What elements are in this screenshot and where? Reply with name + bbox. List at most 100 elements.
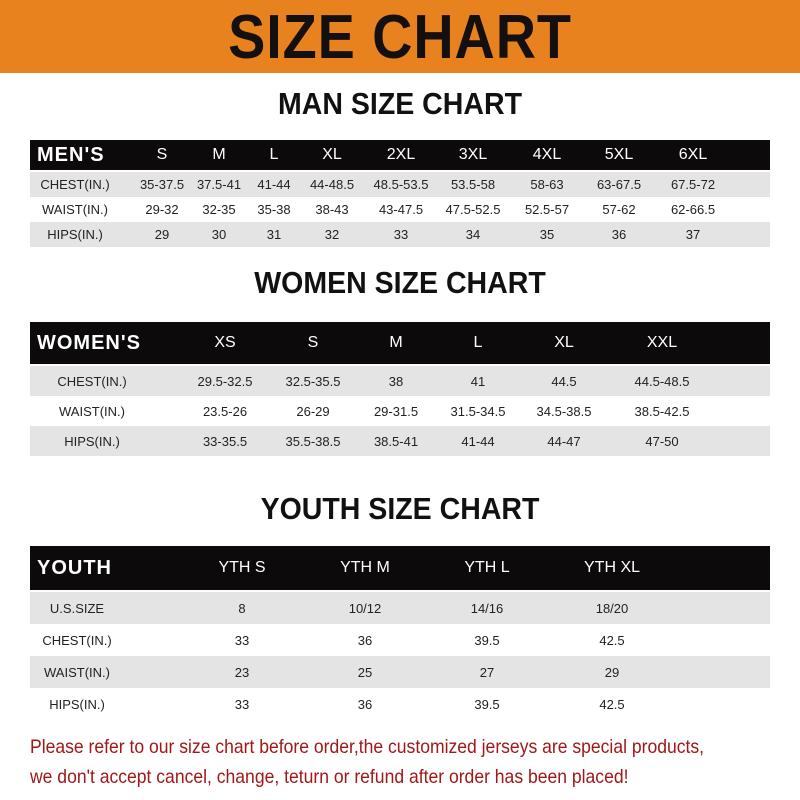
- table-row: CHEST(IN.) 29.5-32.5 32.5-35.5 38 41 44.5 44.5…: [30, 366, 770, 396]
- size-value: 35-37.5: [139, 177, 185, 192]
- size-value: 41: [470, 373, 486, 389]
- size-value: 67.5-72: [670, 177, 716, 192]
- size-value: 27: [479, 664, 495, 680]
- table-title-cell: MEN'S: [37, 143, 105, 166]
- table-row: HIPS(IN.) 33 36 39.5 42.5: [30, 688, 770, 720]
- row-label: U.S.SIZE: [49, 600, 105, 616]
- size-value: 34.5-38.5: [536, 403, 592, 419]
- size-value: 42.5: [599, 632, 625, 648]
- size-header: 2XL: [386, 146, 416, 163]
- size-value: 32.5-35.5: [285, 373, 341, 389]
- size-header: 6XL: [678, 146, 708, 163]
- size-header: 4XL: [532, 146, 562, 163]
- size-value: 31: [266, 227, 282, 242]
- size-value: 26-29: [296, 403, 330, 419]
- size-header: XL: [554, 334, 574, 351]
- size-value: 38-43: [315, 202, 349, 217]
- size-value: 44-47: [547, 433, 581, 449]
- size-value: 62-66.5: [670, 202, 716, 217]
- men-section-title: MAN SIZE CHART: [277, 86, 523, 121]
- size-header: S: [156, 146, 168, 163]
- size-value: 18/20: [595, 600, 629, 616]
- size-value: 36: [611, 227, 627, 242]
- table-row: WAIST(IN.) 29-32 32-35 35-38 38-43 43-47.5 47.…: [30, 197, 770, 222]
- size-header: M: [389, 334, 403, 351]
- size-value: 63-67.5: [596, 177, 642, 192]
- size-value: 37: [685, 227, 701, 242]
- size-value: 30: [211, 227, 227, 242]
- size-value: 36: [357, 696, 373, 712]
- women-header-row: WOMEN'S XS S M L XL XXL: [30, 322, 770, 364]
- size-value: 44.5-48.5: [634, 373, 690, 389]
- size-value: 42.5: [599, 696, 625, 712]
- size-value: 31.5-34.5: [450, 403, 506, 419]
- size-value: 41-44: [461, 433, 495, 449]
- size-value: 37.5-41: [196, 177, 242, 192]
- size-value: 32: [324, 227, 340, 242]
- size-value: 33-35.5: [202, 433, 248, 449]
- size-value: 29: [154, 227, 170, 242]
- row-label: HIPS(IN.): [47, 227, 103, 242]
- men-header-row: MEN'S S M L XL 2XL 3XL 4XL 5XL 6XL: [30, 140, 770, 170]
- size-header: L: [473, 334, 483, 351]
- size-value: 38: [388, 373, 404, 389]
- size-value: 25: [357, 664, 373, 680]
- row-label: CHEST(IN.): [57, 373, 127, 389]
- size-value: 52.5-57: [524, 202, 570, 217]
- size-header: 5XL: [604, 146, 634, 163]
- size-value: 47-50: [645, 433, 679, 449]
- size-header: 3XL: [458, 146, 488, 163]
- size-value: 23: [234, 664, 250, 680]
- size-value: 39.5: [474, 632, 500, 648]
- size-value: 34: [465, 227, 481, 242]
- size-value: 35-38: [257, 202, 291, 217]
- order-notice-line-2: we don't accept cancel, change, teturn o…: [30, 766, 629, 788]
- banner: SIZE CHART: [0, 0, 800, 73]
- size-value: 29-32: [145, 202, 179, 217]
- size-value: 44.5: [551, 373, 577, 389]
- size-value: 39.5: [474, 696, 500, 712]
- women-section-title: WOMEN SIZE CHART: [254, 265, 546, 300]
- size-header: YTH S: [218, 559, 266, 576]
- size-value: 8: [238, 600, 246, 616]
- banner-title: SIZE CHART: [228, 3, 572, 72]
- table-row: HIPS(IN.) 33-35.5 35.5-38.5 38.5-41 41-44 44-…: [30, 426, 770, 456]
- size-header: L: [269, 146, 279, 163]
- size-value: 33: [234, 632, 250, 648]
- size-header: XXL: [646, 334, 678, 351]
- table-row: WAIST(IN.) 23 25 27 29: [30, 656, 770, 688]
- size-value: 32-35: [202, 202, 236, 217]
- size-value: 35.5-38.5: [285, 433, 341, 449]
- table-title-cell: WOMEN'S: [37, 331, 141, 354]
- row-label: CHEST(IN.): [40, 177, 110, 192]
- size-header: YTH L: [464, 559, 510, 576]
- size-value: 43-47.5: [378, 202, 424, 217]
- row-label: HIPS(IN.): [64, 433, 120, 449]
- size-header: YTH M: [340, 559, 390, 576]
- size-value: 29.5-32.5: [197, 373, 253, 389]
- size-value: 38.5-41: [373, 433, 419, 449]
- size-header: XL: [322, 146, 342, 163]
- table-row: WAIST(IN.) 23.5-26 26-29 29-31.5 31.5-34.5 34…: [30, 396, 770, 426]
- table-row: HIPS(IN.) 29 30 31 32 33 34 35 36 37: [30, 222, 770, 247]
- size-value: 38.5-42.5: [634, 403, 690, 419]
- row-label: WAIST(IN.): [59, 403, 125, 419]
- size-value: 41-44: [257, 177, 291, 192]
- size-value: 33: [393, 227, 409, 242]
- size-value: 14/16: [470, 600, 504, 616]
- size-value: 36: [357, 632, 373, 648]
- size-value: 47.5-52.5: [445, 202, 501, 217]
- size-value: 53.5-58: [450, 177, 496, 192]
- size-value: 58-63: [530, 177, 564, 192]
- row-label: CHEST(IN.): [42, 632, 112, 648]
- order-notice: Please refer to our size chart before or…: [30, 732, 714, 792]
- size-value: 44-48.5: [309, 177, 355, 192]
- size-value: 35: [539, 227, 555, 242]
- table-row: CHEST(IN.) 35-37.5 37.5-41 41-44 44-48.5 48.5…: [30, 172, 770, 197]
- size-header: M: [212, 146, 226, 163]
- row-label: HIPS(IN.): [49, 696, 105, 712]
- size-value: 29: [604, 664, 620, 680]
- youth-header-row: YOUTH YTH S YTH M YTH L YTH XL: [30, 546, 770, 590]
- row-label: WAIST(IN.): [42, 202, 108, 217]
- size-header: YTH XL: [583, 559, 641, 576]
